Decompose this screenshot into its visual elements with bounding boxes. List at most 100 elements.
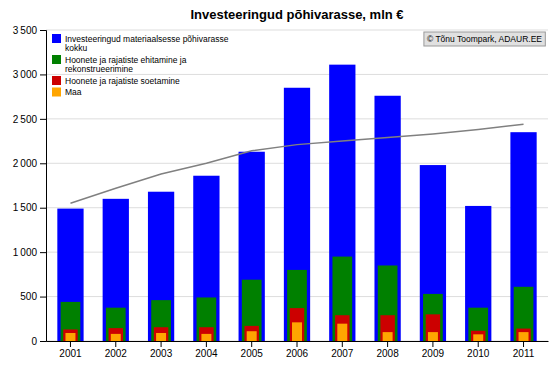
y-tick: 500 [20,291,46,302]
x-tick-label: 2005 [241,348,264,359]
bar [329,65,355,341]
x-tick: 2003 [150,341,173,359]
legend-item: Maa [52,87,82,97]
y-tick: 0 [31,336,46,347]
bar [111,334,121,341]
bar [57,209,83,341]
bar [197,297,217,341]
legend-label: Investeeringud materiaalsesse põhivarass… [65,34,229,54]
x-tick-mark [297,341,298,347]
bar [516,329,530,341]
watermark: © Tõnu Toompark, ADAUR.EE [427,34,542,44]
y-tick-label: 1 500 [13,202,38,213]
x-tick-label: 2001 [59,348,82,359]
bar [103,199,129,341]
x-tick: 2001 [59,341,82,359]
bar [290,308,304,341]
grid-line [46,30,548,31]
grid [46,30,548,341]
legend-swatch [52,55,61,64]
bar [337,324,347,341]
y-tick-mark [40,119,46,120]
y-axis: 0 500 1 000 1 500 2 000 2 500 3 000 3 500 [13,25,47,347]
x-tick-label: 2004 [195,348,218,359]
x-tick-mark [206,341,207,347]
bar [199,327,213,341]
y-tick-label: 2 000 [13,158,38,169]
bar [244,326,258,341]
bar [284,88,310,341]
legend-swatch [52,34,61,43]
bar [383,332,393,341]
bar [239,152,265,341]
bar [423,294,443,341]
legend-swatch [52,76,61,85]
x-tick-label: 2009 [422,348,445,359]
bar [510,132,536,341]
x-tick: 2010 [467,341,490,359]
bar [428,332,438,341]
annotation: © Tõnu Toompark, ADAUR.EE [424,32,545,46]
x-tick: 2009 [422,341,445,359]
bar [292,322,302,341]
legend-label: Hoonete ja rajatiste soetamine [65,76,180,86]
x-tick-label: 2006 [286,348,309,359]
bar [148,192,174,341]
y-tick-mark [40,163,46,164]
x-tick-label: 2011 [513,348,535,359]
y-tick-mark [40,208,46,209]
y-tick-mark [40,30,46,31]
bar [378,265,398,341]
legend-label: Hoonete ja rajatiste ehitamine jarekonst… [65,55,187,75]
x-tick-label: 2003 [150,348,173,359]
x-tick-mark [342,341,343,347]
x-tick: 2007 [331,341,354,359]
bar [156,333,166,341]
y-tick: 3 500 [13,25,46,36]
bar [473,334,483,341]
bar [335,315,349,341]
bar [514,287,534,341]
bar-series [63,308,531,341]
trend-line [70,124,523,203]
bar-series [65,322,528,341]
x-tick: 2011 [513,341,535,359]
title: Investeeringud põhivarasse, mln € [190,7,403,22]
legend-item: Hoonete ja rajatiste soetamine [52,76,180,86]
y-tick: 2 500 [13,114,46,125]
y-tick-label: 3 500 [13,25,38,36]
y-tick-label: 2 500 [13,114,38,125]
y-tick-label: 3 000 [13,69,38,80]
legend-label: Maa [65,87,82,97]
bar [374,96,400,341]
x-tick: 2006 [286,341,309,359]
x-tick: 2008 [376,341,399,359]
x-tick-mark [432,341,433,347]
bar [63,329,77,341]
x-tick-mark [70,341,71,347]
x-tick-mark [478,341,479,347]
x-tick-label: 2002 [105,348,128,359]
watermark-box [424,32,545,46]
y-tick-mark [40,297,46,298]
bar [465,206,491,341]
x-tick-mark [115,341,116,347]
x-tick-mark [523,341,524,347]
y-tick: 1 500 [13,202,46,213]
x-tick-label: 2010 [467,348,490,359]
bar-series [61,257,534,341]
x-tick-label: 2008 [376,348,399,359]
bar [193,176,219,341]
bar [468,308,488,341]
bar [287,270,307,341]
bar [61,302,81,341]
bar [109,328,123,341]
x-tick-mark [387,341,388,347]
bar [471,331,485,341]
y-axis-line [40,31,47,342]
bar [332,257,352,341]
bar [242,280,262,341]
bar [380,315,394,341]
legend: Investeeringud materiaalsesse põhivarass… [52,34,229,98]
y-tick-label: 1 000 [13,247,38,258]
